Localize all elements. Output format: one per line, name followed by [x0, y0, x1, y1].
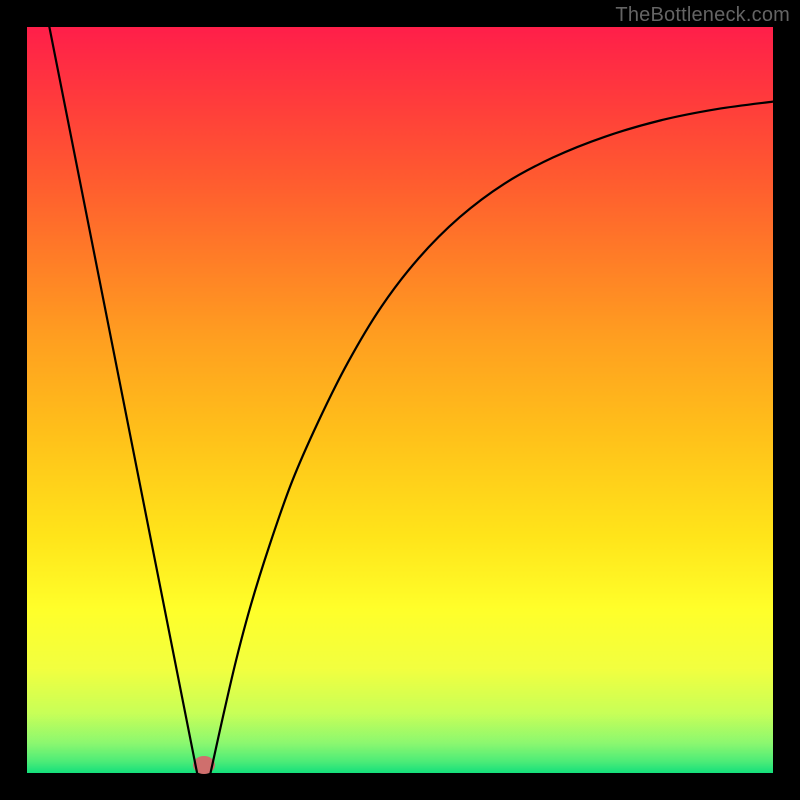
chart-frame: TheBottleneck.com — [0, 0, 800, 800]
curve-right-branch — [211, 102, 773, 773]
curve-left-branch — [49, 27, 197, 773]
bottleneck-curve — [27, 27, 773, 773]
plot-area — [27, 27, 773, 773]
watermark-text: TheBottleneck.com — [615, 4, 790, 27]
